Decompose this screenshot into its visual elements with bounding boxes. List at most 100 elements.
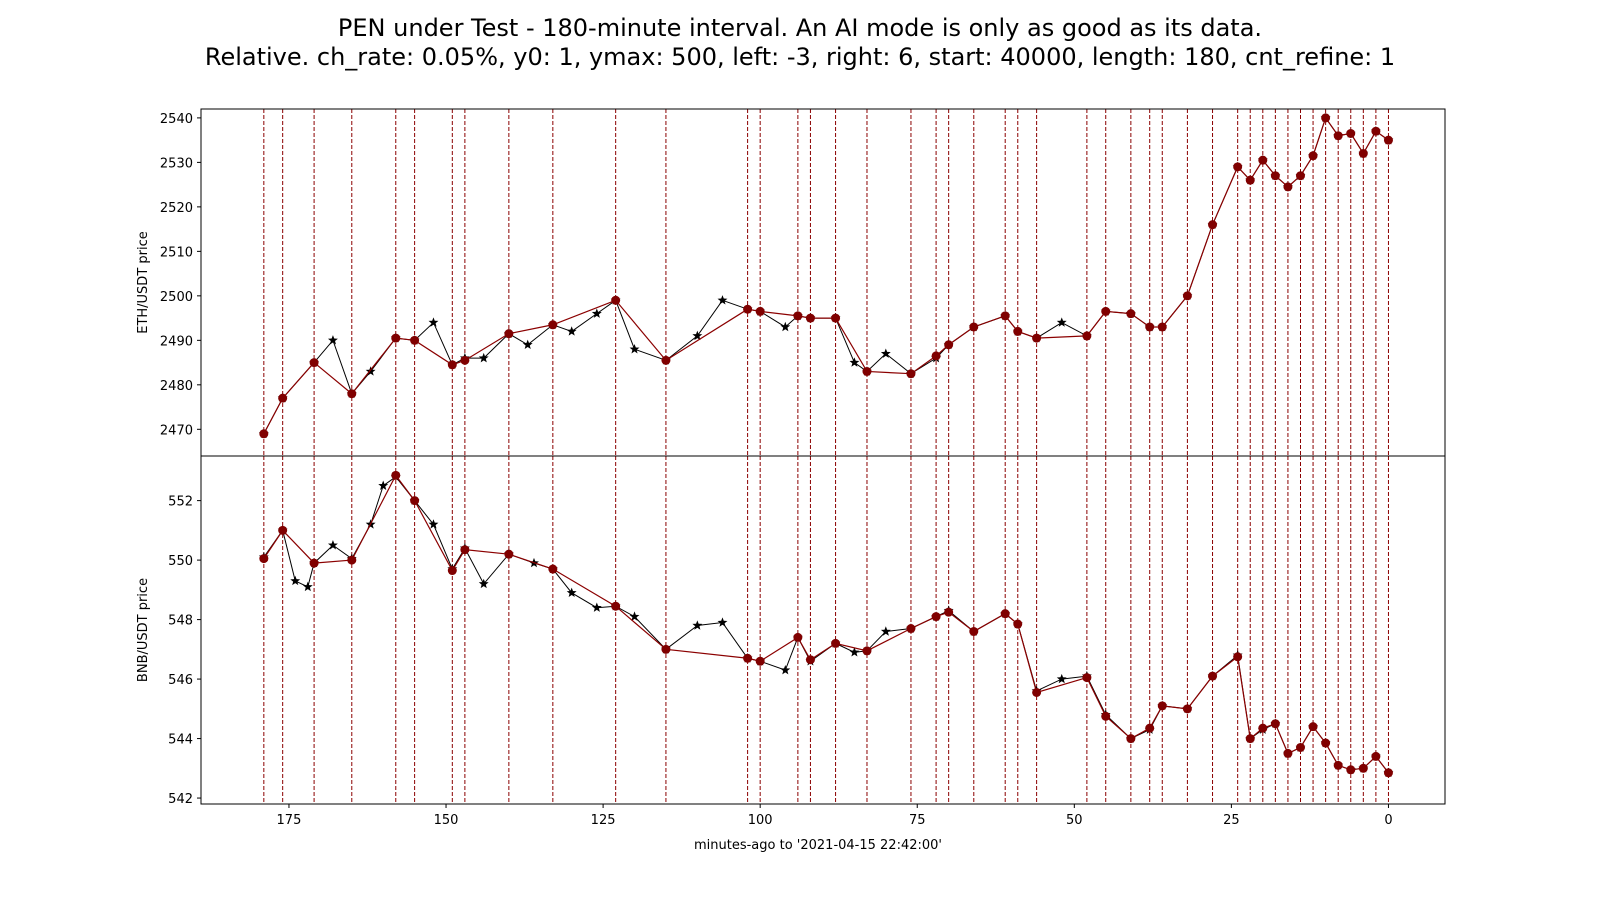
eth-price-point (780, 321, 791, 332)
eth-y-tick-label: 2520 (160, 201, 193, 216)
bnb-price-point (780, 664, 791, 675)
eth-y-tick-label: 2510 (160, 245, 193, 260)
x-tick-label: 100 (748, 813, 773, 828)
bnb-price-line (263, 476, 1389, 774)
bnb-price-point (849, 647, 860, 657)
eth-pen-point (805, 313, 815, 323)
eth-y-tick-label: 2480 (160, 379, 193, 394)
eth-pen-point (447, 360, 457, 370)
bnb-pen-point (1258, 723, 1268, 733)
bnb-price-point (1056, 673, 1067, 684)
bnb-y-tick-label: 546 (168, 673, 193, 688)
bnb-pen-point (1182, 704, 1192, 714)
bnb-pen-point (1032, 687, 1042, 697)
eth-pen-point (1333, 131, 1343, 141)
bnb-pen-point (460, 545, 470, 555)
bnb-pen-point (278, 525, 288, 535)
eth-pen-point (259, 429, 269, 439)
bnb-price-point (290, 575, 301, 586)
eth-pen-point (1157, 322, 1167, 332)
eth-price-point (522, 339, 533, 349)
bnb-y-axis-label: BNB/USDT price (136, 578, 151, 682)
chart-title-line-2: Relative. ch_rate: 0.05%, y0: 1, ymax: 5… (205, 43, 1395, 71)
eth-pen-point (1270, 171, 1280, 181)
bnb-y-tick-label: 550 (168, 554, 193, 569)
eth-pen-point (611, 295, 621, 305)
x-axis-label: minutes-ago to '2021-04-15 22:42:00' (694, 838, 942, 853)
eth-price-point (849, 357, 860, 367)
eth-pen-point (410, 335, 420, 345)
eth-pen-point (347, 389, 357, 399)
bnb-price-point (591, 602, 602, 612)
eth-pen-point (1182, 291, 1192, 301)
bnb-pen-point (504, 549, 514, 559)
eth-price-point (692, 330, 703, 341)
bnb-y-tick-label: 548 (168, 614, 193, 629)
eth-y-tick-label: 2470 (160, 423, 193, 438)
bnb-pen-point (548, 564, 558, 574)
eth-pen-point (755, 306, 765, 316)
bnb-pen-point (1283, 748, 1293, 758)
bnb-pen-point (1208, 671, 1218, 681)
x-tick-label: 75 (909, 813, 926, 828)
eth-pen-point (1082, 331, 1092, 341)
eth-pen-point (1233, 162, 1243, 172)
eth-pen-point (743, 304, 753, 314)
bnb-pen-point (1321, 738, 1331, 748)
bnb-pen-line (263, 474, 1389, 774)
eth-price-point (428, 317, 439, 327)
eth-pen-point (1000, 311, 1010, 321)
eth-pen-point (862, 366, 872, 376)
eth-pen-point (831, 313, 841, 323)
eth-price-point (478, 352, 489, 363)
eth-panel: 2470 2480 2490 2500 2510 2520 2530 2540 ETH/USDT… (136, 108, 1446, 457)
eth-pen-point (944, 340, 954, 350)
bnb-price-point (717, 617, 728, 627)
bnb-pen-point (1371, 751, 1381, 761)
bnb-y-tick-label: 544 (168, 733, 193, 748)
bnb-price-point (566, 587, 577, 598)
bnb-price-point (880, 626, 891, 636)
bnb-panel: 542 544 546 548 550 552 BNB/USDT price 175 150 12… (136, 455, 1446, 828)
bnb-price-point (302, 581, 313, 592)
eth-price-point (591, 308, 602, 318)
eth-pen-point (1245, 175, 1255, 185)
bnb-pen-point (969, 626, 979, 636)
x-tick-label: 175 (277, 813, 302, 828)
eth-pen-point (1145, 322, 1155, 332)
eth-pen-point (1208, 220, 1218, 230)
bnb-y-tick-label: 542 (168, 792, 193, 807)
x-tick-label: 50 (1066, 813, 1083, 828)
bnb-y-tick-label: 552 (168, 495, 193, 510)
bnb-pen-point (611, 601, 621, 611)
bnb-pen-point (1157, 701, 1167, 711)
eth-y-tick-label: 2500 (160, 290, 193, 305)
eth-price-line (263, 116, 1389, 434)
bnb-price-point (378, 480, 389, 490)
eth-pen-point (460, 355, 470, 365)
chart-title-line-1: PEN under Test - 180-minute interval. An… (338, 14, 1262, 42)
eth-pen-line (263, 116, 1389, 435)
bnb-pen-point (1358, 763, 1368, 773)
bnb-pen-point (944, 607, 954, 617)
bnb-pen-point (1101, 711, 1111, 721)
eth-pen-point (1295, 171, 1305, 181)
eth-pen-point (661, 355, 671, 365)
eth-price-point (1056, 317, 1067, 327)
bnb-pen-point (1013, 619, 1023, 629)
eth-pen-point (1283, 182, 1293, 192)
eth-pen-point (309, 358, 319, 368)
bnb-pen-point (1270, 719, 1280, 729)
eth-pen-point (1101, 306, 1111, 316)
bnb-pen-point (447, 566, 457, 576)
eth-pen-point (1371, 126, 1381, 136)
bnb-pen-point (1000, 609, 1010, 619)
bnb-price-point (478, 578, 489, 589)
eth-price-point (327, 335, 338, 345)
bnb-pen-point (347, 555, 357, 565)
x-tick-label: 150 (434, 813, 459, 828)
bnb-price-point (428, 519, 439, 529)
eth-pen-point (931, 351, 941, 361)
x-tick-label: 125 (591, 813, 616, 828)
